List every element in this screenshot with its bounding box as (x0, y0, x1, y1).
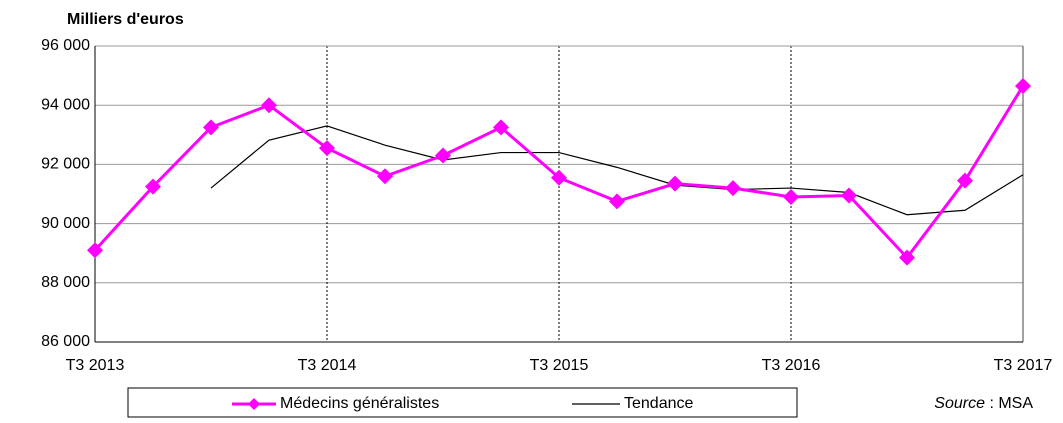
marker (841, 187, 857, 204)
marker (551, 169, 567, 186)
x-tick-label: T3 2014 (298, 357, 357, 374)
marker (435, 147, 451, 164)
y-tick-label: 90 000 (41, 215, 90, 232)
x-tick-label: T3 2013 (66, 357, 125, 374)
source: Source : MSA (934, 395, 1033, 412)
y-axis-label: Milliers d'euros (67, 11, 184, 28)
marker (899, 249, 915, 266)
source-text: : MSA (989, 395, 1033, 412)
line-series (210, 125, 1024, 216)
legend-box (127, 387, 798, 418)
marker (1015, 77, 1031, 94)
x-tick-label: T3 2015 (530, 357, 589, 374)
marker (377, 168, 393, 185)
y-tick-label: 88 000 (41, 274, 90, 291)
y-tick-label: 94 000 (41, 96, 90, 113)
marker (145, 178, 161, 195)
marker (725, 180, 741, 197)
legend-label: Médecins généralistes (280, 395, 439, 412)
y-tick-label: 86 000 (41, 333, 90, 350)
source-label: Source (934, 395, 985, 412)
marker (493, 119, 509, 136)
marker (609, 193, 625, 210)
x-tick-label: T3 2017 (994, 357, 1053, 374)
marker (783, 188, 799, 205)
marker (87, 242, 103, 259)
marker (203, 119, 219, 136)
y-tick-label: 96 000 (41, 37, 90, 54)
y-tick-label: 92 000 (41, 156, 90, 173)
legend-marker (248, 398, 260, 410)
marker (667, 175, 683, 192)
x-tick-label: T3 2016 (762, 357, 821, 374)
marker (319, 140, 335, 157)
marker (261, 97, 277, 114)
marker (957, 172, 973, 189)
legend-label: Tendance (624, 395, 693, 412)
